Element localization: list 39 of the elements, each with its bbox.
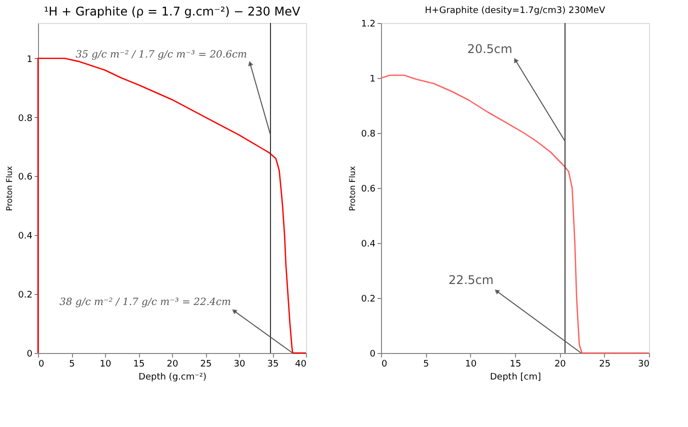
y-tick-label: 0.2 xyxy=(18,290,32,301)
chart-title: ¹H + Graphite (ρ = 1.7 g.cm⁻²) − 230 MeV xyxy=(44,4,301,18)
x-tick-label: 20 xyxy=(554,360,566,370)
y-axis-title: Proton Flux xyxy=(5,166,14,211)
x-tick-label: 15 xyxy=(133,360,145,370)
x-tick-label: 5 xyxy=(69,360,75,370)
annotation: 22.5cm xyxy=(448,273,494,287)
y-tick-label: 0.8 xyxy=(18,114,33,124)
chart-title: H+Graphite (desity=1.7g/cm3) 230MeV xyxy=(424,6,606,16)
annotation: 35 g/c m⁻² / 1.7 g/c m⁻³ = 20.6cm xyxy=(76,49,248,60)
y-tick-label: 1 xyxy=(26,54,32,65)
annotation: 20.5cm xyxy=(467,42,512,56)
y-tick-label: 0.2 xyxy=(361,294,376,304)
x-tick-label: 0 xyxy=(382,360,388,370)
annotation: 38 g/c m⁻² / 1.7 g/c m⁻³ = 22.4cm xyxy=(60,296,231,308)
x-tick-label: 20 xyxy=(166,360,178,370)
x-tick-label: 25 xyxy=(200,360,212,370)
y-tick-label: 0.4 xyxy=(361,240,376,250)
x-tick-label: 25 xyxy=(599,360,611,370)
y-tick-label: 0 xyxy=(26,350,33,360)
x-axis-title: Depth (g.cm⁻²) xyxy=(138,372,206,382)
x-tick-label: 0 xyxy=(38,360,44,370)
x-tick-label: 30 xyxy=(234,360,246,370)
y-tick-label: 1.2 xyxy=(361,20,376,30)
x-tick-label: 5 xyxy=(423,360,430,370)
x-tick-label: 30 xyxy=(638,360,650,370)
y-tick-label: 0 xyxy=(370,350,376,360)
x-tick-label: 10 xyxy=(465,360,477,370)
y-tick-label: 0.8 xyxy=(361,130,376,140)
x-tick-label: 10 xyxy=(100,360,112,370)
y-tick-label: 0.6 xyxy=(18,172,33,183)
y-tick-label: 0.6 xyxy=(361,184,376,194)
y-tick-label: 1 xyxy=(370,74,376,84)
x-tick-label: 15 xyxy=(510,360,522,370)
x-tick-label: 35 xyxy=(267,360,279,370)
x-axis-title: Depth [cm] xyxy=(490,372,542,382)
x-tick-label: 40 xyxy=(295,360,307,370)
y-tick-label: 0.4 xyxy=(18,232,33,242)
y-axis-title: Proton Flux xyxy=(348,166,358,211)
